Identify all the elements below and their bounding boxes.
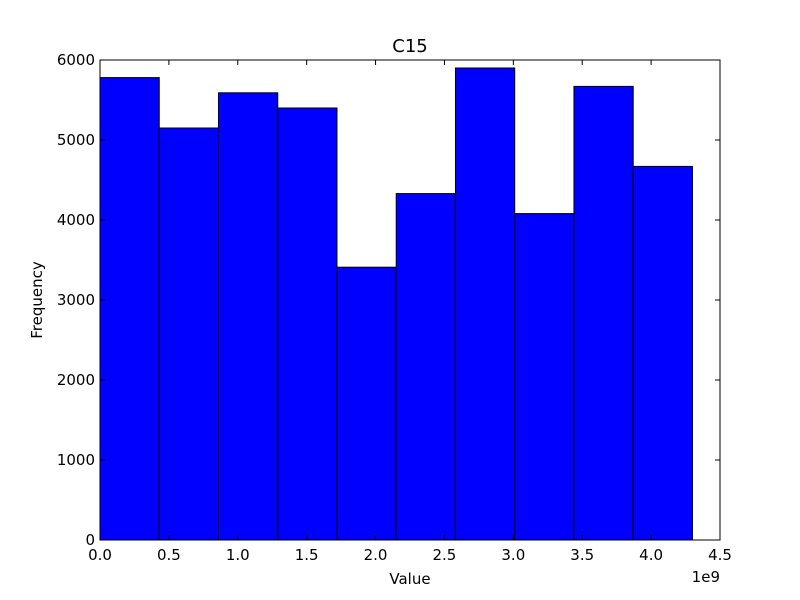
x-tick-label: 2.0	[364, 546, 388, 564]
x-tick-label: 3.5	[570, 546, 594, 564]
chart-title: C15	[392, 36, 427, 57]
x-tick-label: 4.5	[708, 546, 732, 564]
y-tick-label: 6000	[57, 51, 95, 69]
histogram-bar	[217, 92, 279, 541]
y-tick-label: 4000	[57, 211, 95, 229]
x-axis-title: Value	[389, 570, 430, 588]
y-tick-label: 3000	[57, 291, 95, 309]
y-tick-label: 2000	[57, 371, 95, 389]
y-tick-label: 0	[85, 531, 95, 549]
histogram-bar	[454, 67, 516, 541]
histogram-bar	[632, 165, 693, 541]
histogram-bar	[277, 107, 338, 541]
x-axis-offset-label: 1e9	[692, 568, 720, 586]
x-tick-label: 3.0	[501, 546, 525, 564]
x-tick-label: 1.0	[226, 546, 250, 564]
bars-group	[99, 67, 693, 541]
x-tick-label: 4.0	[639, 546, 663, 564]
x-tick-label: 0.5	[157, 546, 181, 564]
x-tick-label: 1.5	[295, 546, 319, 564]
y-tick-label: 1000	[57, 451, 95, 469]
y-axis-title: Frequency	[28, 261, 46, 339]
y-tick-label: 5000	[57, 131, 95, 149]
histogram-bar	[395, 193, 456, 541]
histogram-bar	[514, 213, 575, 541]
histogram-bar	[99, 77, 160, 541]
histogram-bar	[336, 266, 397, 541]
x-tick-label: 0.0	[88, 546, 112, 564]
x-axis-ticks: 0.0 0.5 1.0 1.5 2.0 2.5 3.0 3.5 4.0 4.5	[88, 60, 732, 564]
histogram-bar	[158, 127, 219, 541]
x-tick-label: 2.5	[433, 546, 457, 564]
y-axis-ticks: 0 1000 2000 3000 4000 5000 6000	[57, 51, 720, 549]
histogram-bar	[573, 85, 634, 541]
